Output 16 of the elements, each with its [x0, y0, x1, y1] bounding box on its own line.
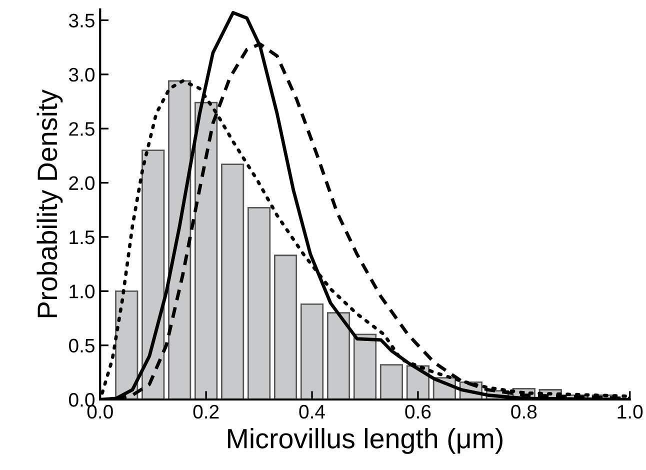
y-tick-label: 3.0 [68, 68, 95, 82]
y-tick-label: 2.0 [69, 176, 95, 190]
x-tick-label: 0.8 [511, 404, 537, 419]
x-tick-label: 0.6 [405, 404, 431, 419]
x-axis-title: Microvillus length (μm) [228, 428, 502, 454]
y-tick-label: 3.5 [68, 14, 94, 28]
y-tick-label: 1.0 [70, 284, 95, 298]
y-tick-label: 1.5 [70, 230, 94, 244]
y-tick-label: 0.0 [69, 392, 95, 407]
x-tick-label: 0.2 [193, 404, 219, 419]
y-axis-title: Probability Density [36, 89, 63, 318]
x-tick-label: 0.0 [87, 404, 113, 419]
y-tick-label: 2.5 [69, 122, 94, 136]
x-tick-label: 1.0 [618, 404, 643, 419]
x-tick-label: 0.4 [299, 404, 325, 419]
y-tick-label: 0.5 [69, 338, 94, 353]
